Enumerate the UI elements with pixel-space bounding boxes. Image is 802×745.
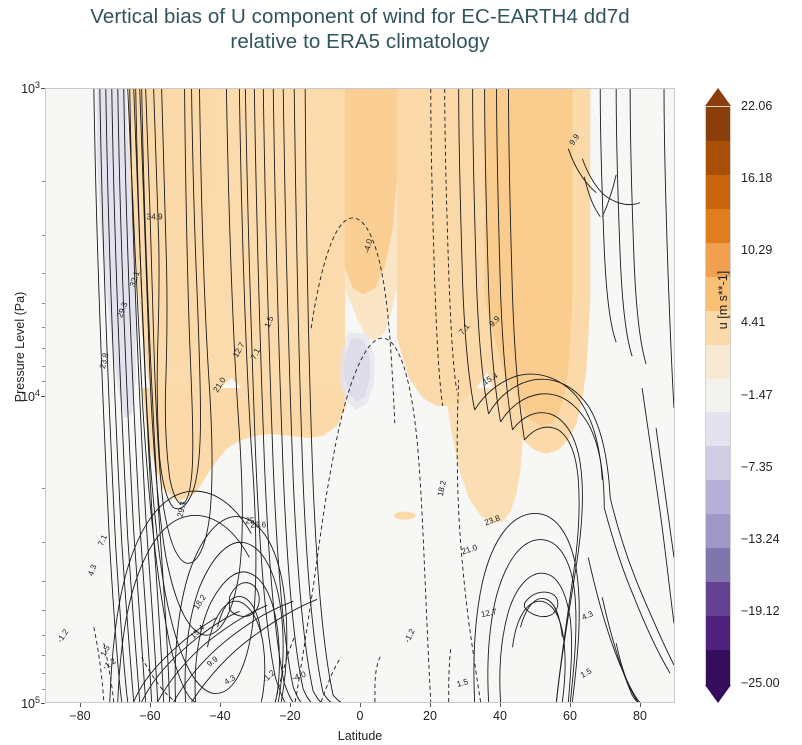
svg-text:4.3: 4.3	[580, 609, 594, 622]
svg-text:-4.0: -4.0	[362, 238, 374, 254]
y-tick-minor	[42, 365, 45, 367]
y-tick-mark	[41, 703, 45, 704]
y-tick-minor	[42, 327, 45, 329]
x-tick-label: −40	[209, 709, 231, 723]
x-tick-label: 0	[356, 709, 364, 723]
colorbar-extend-max-arrow	[705, 88, 731, 106]
x-tick-mark	[80, 703, 81, 707]
page-title: Vertical bias of U component of wind for…	[0, 4, 720, 54]
y-tick-minor	[42, 580, 45, 582]
y-tick-label: 103	[21, 79, 40, 97]
contour-canvas: 34.9 32.1 29.3 23.8 29.3 26.6 21.0 12.7 …	[46, 89, 674, 702]
colorbar	[705, 88, 731, 703]
colorbar-tick-label: 16.18	[741, 171, 773, 186]
x-tick-label: 20	[423, 709, 437, 723]
colorbar-body	[705, 106, 731, 685]
svg-text:18.2: 18.2	[436, 479, 448, 497]
y-tick-minor	[42, 234, 45, 236]
colorbar-tick-label: 4.41	[741, 315, 766, 330]
y-tick-minor	[42, 302, 45, 304]
x-tick-label: −80	[69, 709, 91, 723]
x-tick-mark	[500, 703, 501, 707]
colorbar-swatch	[706, 140, 730, 176]
y-tick-minor	[42, 347, 45, 349]
x-tick-mark	[360, 703, 361, 707]
colorbar-swatch	[706, 480, 730, 515]
contour-plot-area: 34.9 32.1 29.3 23.8 29.3 26.6 21.0 12.7 …	[45, 88, 675, 703]
y-tick-mark	[41, 88, 45, 89]
colorbar-tick-label: 22.06	[741, 99, 773, 113]
x-tick-mark	[290, 703, 291, 707]
x-tick-label: −60	[139, 709, 161, 723]
svg-text:7.1: 7.1	[96, 533, 109, 547]
svg-text:26.6: 26.6	[250, 521, 266, 530]
y-tick-minor	[42, 634, 45, 636]
x-tick-mark	[430, 703, 431, 707]
x-tick-mark	[220, 703, 221, 707]
y-tick-minor	[42, 673, 45, 675]
colorbar-extend-min-arrow	[705, 685, 731, 703]
colorbar-title: u [m s**-1]	[716, 270, 730, 330]
y-tick-label: 104	[21, 387, 40, 404]
colorbar-swatch	[706, 378, 730, 414]
title-line-2: relative to ERA5 climatology	[230, 30, 490, 53]
y-tick-label: 105	[21, 694, 40, 712]
colorbar-tick-label: 10.29	[741, 243, 773, 258]
colorbar-swatch	[706, 276, 730, 312]
svg-text:34.9: 34.9	[147, 213, 163, 222]
colorbar-swatch	[706, 616, 730, 651]
title-line-1: Vertical bias of U component of wind for…	[90, 5, 630, 28]
y-tick-minor	[42, 542, 45, 544]
colorbar-tick-label: −19.12	[741, 603, 780, 618]
svg-text:23.8: 23.8	[98, 352, 111, 370]
colorbar-swatch	[706, 412, 730, 447]
colorbar-swatch	[706, 174, 730, 210]
svg-text:4.3: 4.3	[86, 563, 98, 577]
y-tick-minor	[42, 488, 45, 490]
x-tick-mark	[150, 703, 151, 707]
y-tick-minor	[42, 610, 45, 612]
colorbar-tick-label: −25.00	[741, 676, 780, 690]
svg-text:1.5: 1.5	[263, 315, 276, 329]
colorbar-swatch	[706, 208, 730, 244]
colorbar-swatch	[706, 514, 730, 549]
svg-text:12.7: 12.7	[480, 607, 498, 619]
x-tick-mark	[640, 703, 641, 707]
colorbar-swatch	[706, 344, 730, 380]
colorbar-swatch	[706, 446, 730, 481]
x-tick-mark	[570, 703, 571, 707]
y-tick-mark	[41, 395, 45, 397]
x-tick-label: 60	[563, 709, 577, 723]
y-axis-title: Pressure Level (Pa)	[13, 291, 27, 403]
colorbar-tick-label: −1.47	[741, 387, 773, 402]
y-tick-minor	[42, 180, 45, 182]
y-tick-minor	[42, 688, 45, 690]
colorbar-swatch	[706, 548, 730, 583]
colorbar-swatch	[706, 650, 730, 685]
colorbar-tick-label: −13.24	[741, 531, 780, 546]
svg-text:29.3: 29.3	[176, 500, 188, 518]
y-tick-minor	[42, 381, 45, 383]
colorbar-swatch	[706, 107, 730, 142]
x-axis-title: Latitude	[337, 729, 383, 743]
svg-text:25: 25	[245, 517, 255, 526]
x-tick-label: 80	[633, 709, 647, 723]
colorbar-swatch	[706, 242, 730, 278]
x-tick-label: 40	[493, 709, 507, 723]
svg-text:1.5: 1.5	[456, 677, 470, 689]
colorbar-swatch	[706, 582, 730, 617]
y-tick-minor	[42, 655, 45, 657]
x-tick-label: −20	[279, 709, 301, 723]
colorbar-swatch	[706, 310, 730, 346]
colorbar-tick-label: −7.35	[741, 459, 773, 474]
y-tick-minor	[42, 273, 45, 275]
